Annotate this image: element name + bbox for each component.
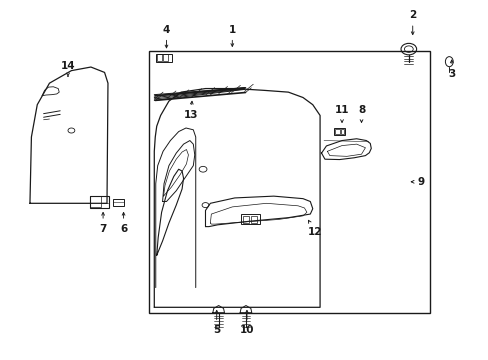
Bar (240, 215, 260, 225)
Text: 14: 14 (61, 60, 75, 76)
Text: 5: 5 (213, 310, 220, 335)
Text: 12: 12 (307, 220, 322, 237)
Text: 13: 13 (183, 101, 198, 120)
Bar (250, 216, 257, 223)
Bar (333, 129, 344, 135)
Bar (156, 54, 172, 62)
Bar (90, 196, 109, 208)
Text: 3: 3 (447, 60, 454, 79)
Text: 7: 7 (99, 212, 106, 234)
Text: 10: 10 (239, 310, 254, 335)
Bar (334, 129, 339, 134)
Text: 2: 2 (408, 10, 415, 35)
Text: 9: 9 (410, 177, 424, 187)
Bar (113, 199, 123, 206)
Bar (340, 129, 343, 134)
Text: 4: 4 (163, 25, 170, 48)
Bar (157, 54, 161, 61)
Bar (163, 54, 167, 61)
Bar (90, 197, 101, 207)
Text: 11: 11 (334, 105, 348, 122)
Text: 1: 1 (228, 25, 235, 46)
Bar (149, 51, 429, 313)
Text: 6: 6 (120, 212, 127, 234)
Text: 8: 8 (357, 105, 365, 122)
Bar (242, 216, 248, 223)
